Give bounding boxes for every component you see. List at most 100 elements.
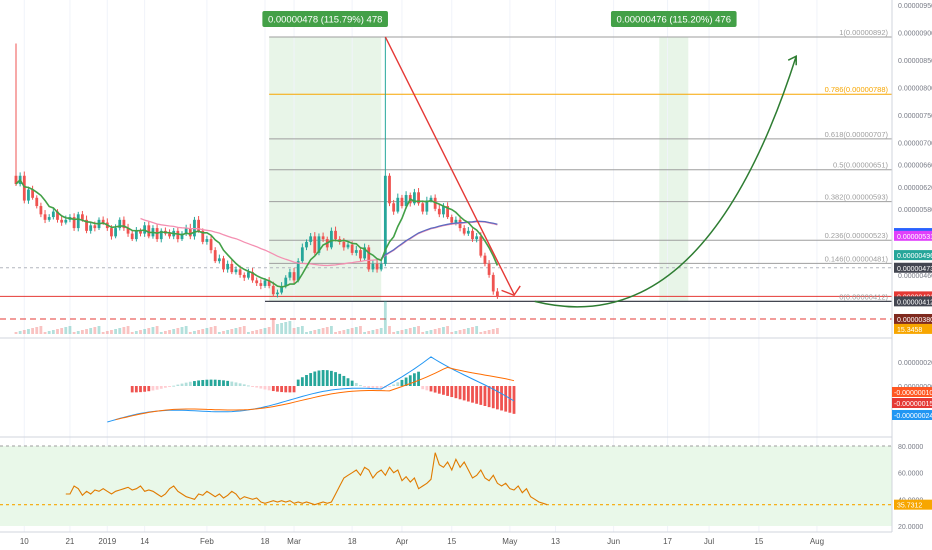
candle[interactable] [122,216,126,231]
candle[interactable] [14,43,18,186]
time-axis[interactable]: 10 21 2019 14 Feb 18 Mar 18 Apr 15 May 13 Jun 17 Jul 15… [0,531,892,546]
candle[interactable] [72,213,76,231]
candle[interactable] [359,247,362,262]
candle[interactable] [491,272,495,295]
candle[interactable] [168,229,171,239]
candle[interactable] [31,185,34,200]
candle[interactable] [296,258,300,283]
candle[interactable] [496,288,499,299]
candle[interactable] [118,217,122,231]
candle[interactable] [487,260,491,278]
candle[interactable] [47,214,51,222]
candle[interactable] [375,259,379,273]
candle[interactable] [197,216,200,233]
macd-signal-line[interactable] [115,366,515,421]
candle[interactable] [400,194,404,209]
price-tag[interactable]: 15.3458 [894,323,932,334]
rsi-tag[interactable]: 35.7312 [894,499,932,510]
price-tag[interactable]: 0.00000412 [894,296,932,307]
candle[interactable] [139,228,142,237]
price-tag[interactable]: 0.00000531 [894,230,932,241]
candle[interactable] [217,254,221,264]
candle[interactable] [147,221,151,239]
measure-box[interactable] [269,36,382,302]
candle[interactable] [255,277,259,286]
candle[interactable] [363,243,366,261]
candle[interactable] [379,260,383,272]
macd-tag[interactable]: -0.00000010 [892,387,932,397]
candle[interactable] [313,232,317,255]
candle[interactable] [271,281,275,298]
candle[interactable] [276,289,279,298]
candle[interactable] [242,272,246,281]
candle[interactable] [383,36,387,267]
candle[interactable] [388,173,391,207]
price-tag[interactable]: 0.00000473 [894,262,932,273]
candle[interactable] [309,232,313,246]
candle[interactable] [230,259,234,275]
candle[interactable] [180,231,184,242]
candle[interactable] [27,186,30,204]
candle[interactable] [305,239,308,251]
candle[interactable] [425,196,429,215]
candle[interactable] [288,268,292,281]
candle[interactable] [479,232,483,258]
candle[interactable] [35,195,39,209]
macd-tag[interactable]: -0.00000024 [892,410,932,420]
candle[interactable] [89,222,93,234]
candle[interactable] [60,216,64,226]
price-axis[interactable]: 0.00000950 0.00000900 0.00000850 0.00000800… [891,0,932,532]
candle[interactable] [130,230,134,242]
candle[interactable] [76,211,80,232]
candle[interactable] [205,235,209,245]
candle[interactable] [367,244,371,272]
candle[interactable] [126,223,130,237]
candle[interactable] [413,188,416,206]
candle[interactable] [330,227,333,250]
candle[interactable] [188,223,192,240]
candle[interactable] [471,228,474,242]
candle[interactable] [159,228,163,243]
candle[interactable] [396,193,400,214]
projection-curve[interactable] [534,56,797,308]
candle[interactable] [251,267,254,283]
candle[interactable] [300,243,304,264]
candle[interactable] [201,228,205,245]
rsi-line[interactable] [65,452,548,506]
candle[interactable] [346,242,350,250]
candle[interactable] [184,224,188,236]
candle[interactable] [321,232,325,242]
candle[interactable] [39,202,43,218]
candle[interactable] [51,207,55,220]
candle[interactable] [222,255,225,273]
candle[interactable] [85,215,88,234]
candle[interactable] [462,225,466,236]
candle[interactable] [292,267,296,284]
macd-tag[interactable]: -0.00000015 [892,398,932,408]
price-tag[interactable]: 0.00000380 [894,313,932,324]
price-tag[interactable]: 0.00000496 [894,250,932,261]
candle[interactable] [234,266,238,275]
candle[interactable] [213,247,217,264]
candle[interactable] [334,226,337,242]
ma-green-line[interactable] [15,178,499,288]
candle[interactable] [417,188,420,206]
candle[interactable] [354,245,358,256]
macd-line[interactable] [107,356,515,423]
candle[interactable] [259,279,263,290]
candle[interactable] [446,202,449,220]
measure-box[interactable] [659,36,689,302]
candle[interactable] [209,234,213,254]
candle[interactable] [226,260,230,273]
candle[interactable] [466,227,470,236]
candle[interactable] [280,282,283,295]
candle[interactable] [483,252,487,267]
candle[interactable] [421,200,425,215]
candle[interactable] [267,277,271,289]
candle[interactable] [43,210,47,224]
candle[interactable] [134,227,138,242]
candle[interactable] [371,260,375,273]
candle[interactable] [475,232,479,243]
candle[interactable] [437,204,441,218]
trend-arrow-line[interactable] [384,36,515,295]
